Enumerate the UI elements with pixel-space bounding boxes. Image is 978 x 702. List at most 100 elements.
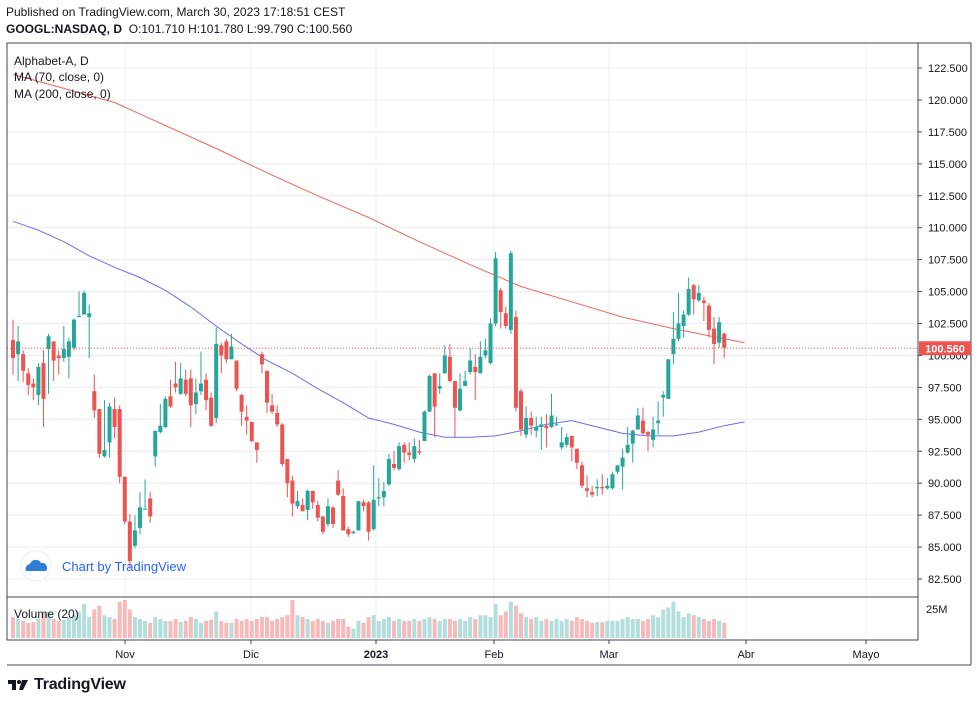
volume-bar: [117, 601, 122, 638]
candle: [295, 490, 300, 509]
volume-bar: [554, 619, 559, 638]
volume-bar: [600, 622, 605, 638]
volume-bar: [432, 619, 437, 638]
candle: [61, 326, 66, 362]
candle: [473, 354, 478, 401]
candle: [529, 411, 534, 435]
candle: [16, 326, 21, 381]
volume-bar: [320, 620, 325, 638]
candle-body: [432, 373, 437, 407]
candle-body: [717, 322, 722, 343]
candle-body: [676, 323, 681, 339]
candle-body: [635, 415, 640, 430]
candle-body: [143, 508, 148, 510]
price-axis[interactable]: 122.500 120.000 117.500 115.000 112.500 110.0…: [918, 63, 968, 586]
volume-bar: [539, 620, 544, 638]
candle: [722, 332, 727, 358]
candle-body: [549, 415, 554, 427]
candle-body: [544, 425, 549, 429]
volume-bar: [295, 615, 300, 638]
volume-bar: [290, 600, 295, 638]
candle: [574, 448, 579, 470]
candle: [46, 333, 51, 394]
candle-body: [529, 418, 534, 426]
candle: [117, 405, 122, 484]
candle-body: [214, 343, 219, 419]
candle: [696, 285, 701, 302]
volume-bar: [259, 617, 264, 638]
candle-body: [193, 392, 198, 404]
volume-bar: [473, 619, 478, 638]
candle-body: [605, 485, 610, 489]
candle-body: [493, 258, 498, 324]
candle-body: [112, 409, 117, 427]
candle-body: [341, 495, 346, 531]
candle: [468, 347, 473, 375]
candle-body: [661, 395, 666, 398]
candle-body: [51, 341, 56, 361]
volume-bar: [163, 620, 168, 638]
candle-body: [625, 444, 630, 453]
candle-body: [82, 292, 87, 315]
candle: [77, 291, 82, 318]
candle: [51, 341, 56, 381]
volume-bar: [706, 620, 711, 638]
time-tick-label: 2023: [364, 649, 388, 661]
volume-bar: [458, 619, 463, 638]
volume-bar: [569, 620, 574, 638]
candle-body: [122, 476, 127, 522]
candle-body: [11, 340, 15, 358]
volume-bar: [635, 619, 640, 638]
open-value: 101.710: [141, 22, 185, 36]
volume-bar: [66, 617, 71, 638]
volume-bar: [102, 615, 107, 638]
legend-title: Alphabet-A, D: [14, 54, 89, 68]
candle-body: [71, 319, 76, 348]
candle-body: [371, 499, 376, 530]
volume-bar: [452, 620, 457, 638]
volume-bar: [478, 615, 483, 638]
candle-body: [554, 424, 559, 426]
candle-body: [56, 355, 61, 358]
candle: [376, 478, 381, 507]
price-tick-label: 107.500: [928, 255, 968, 267]
candle: [585, 475, 590, 498]
candle: [97, 409, 102, 458]
candle-body: [361, 502, 366, 507]
candle: [371, 465, 376, 531]
price-tick-label: 87.500: [928, 510, 962, 522]
candle: [564, 433, 569, 448]
volume-bar: [503, 611, 508, 638]
candle: [630, 429, 635, 463]
candle: [458, 373, 463, 412]
candle-body: [564, 437, 569, 445]
high-label: H:: [188, 22, 201, 36]
volume-bar: [519, 613, 523, 638]
candle-body: [265, 370, 269, 403]
volume-bar: [508, 601, 513, 638]
candle: [138, 492, 142, 535]
ma70-line: [12, 220, 745, 438]
tradingview-brand: TradingView: [34, 676, 126, 693]
candle-body: [437, 386, 442, 389]
candle-body: [280, 424, 285, 465]
time-axis[interactable]: Nov Dic 2023 Feb Mar Abr Mayo: [115, 640, 879, 661]
volume-bar: [143, 620, 148, 638]
volume-bar: [625, 617, 630, 638]
volume-bar: [148, 622, 153, 638]
candle-body: [681, 314, 686, 327]
price-tick-label: 102.500: [928, 319, 968, 331]
chart-by-tradingview-badge[interactable]: Chart by TradingView: [20, 550, 187, 582]
volume-bar: [61, 619, 66, 638]
volume-bar: [412, 619, 417, 638]
candle: [173, 361, 178, 393]
price-tick-label: 85.000: [928, 542, 962, 554]
candle-body: [173, 383, 178, 388]
candle: [127, 513, 132, 569]
low-label: L:: [246, 22, 257, 36]
candle-body: [310, 490, 315, 503]
candle: [539, 416, 544, 450]
candle-body: [87, 313, 92, 318]
candle-body: [376, 497, 381, 499]
